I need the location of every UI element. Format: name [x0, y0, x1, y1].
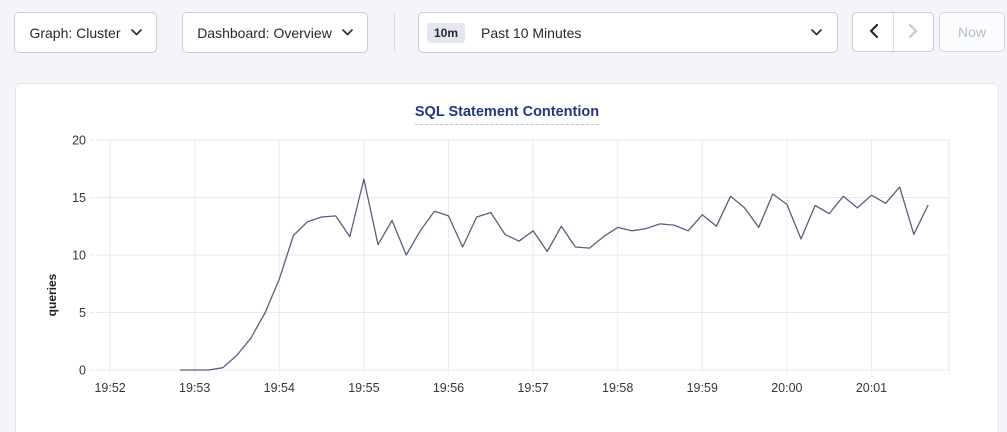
svg-text:19:59: 19:59 [687, 381, 718, 395]
time-range-label: Past 10 Minutes [481, 24, 582, 41]
svg-text:19:54: 19:54 [264, 381, 295, 395]
chevron-down-icon [130, 29, 142, 36]
now-button-label: Now [957, 24, 986, 40]
svg-text:19:52: 19:52 [94, 381, 125, 395]
chevron-left-icon [869, 23, 878, 41]
svg-text:19:56: 19:56 [433, 381, 464, 395]
svg-text:19:57: 19:57 [517, 381, 548, 395]
y-axis-label: queries [45, 273, 59, 317]
chart-title[interactable]: SQL Statement Contention [414, 104, 600, 125]
svg-text:19:55: 19:55 [348, 381, 379, 395]
svg-text:0: 0 [79, 364, 86, 378]
svg-text:20:00: 20:00 [771, 381, 802, 395]
svg-text:15: 15 [72, 191, 86, 205]
toolbar: Graph: Cluster Dashboard: Overview 10m P… [0, 0, 1007, 70]
previous-time-button[interactable] [853, 13, 893, 51]
now-button[interactable]: Now [939, 12, 1005, 52]
svg-text:10: 10 [72, 249, 86, 263]
chevron-down-icon [811, 29, 822, 36]
sql-contention-chart[interactable]: queries 0 5 10 15 20 19:52 19:53 19:54 19:55 19:5… [16, 124, 1000, 432]
svg-text:19:58: 19:58 [602, 381, 633, 395]
svg-text:5: 5 [79, 306, 86, 320]
dashboard-dropdown[interactable]: Dashboard: Overview [182, 12, 368, 53]
time-range-picker[interactable]: 10m Past 10 Minutes [418, 12, 838, 53]
graph-dropdown-label: Graph: Cluster [29, 24, 121, 41]
chart-card: SQL Statement Contention queries 0 5 10 15 2… [15, 83, 999, 432]
graph-dropdown[interactable]: Graph: Cluster [14, 12, 157, 53]
next-time-button[interactable] [893, 13, 933, 51]
time-step-buttons [852, 12, 934, 52]
chart-title-row: SQL Statement Contention [16, 84, 998, 125]
dashboard-dropdown-label: Dashboard: Overview [197, 24, 332, 41]
time-range-badge: 10m [427, 22, 466, 43]
svg-text:20:01: 20:01 [856, 381, 887, 395]
chart-plot-area[interactable]: 0 5 10 15 20 19:52 19:53 19:54 19:55 19:56 19:57 19… [16, 124, 1000, 432]
svg-text:20: 20 [72, 134, 86, 148]
chevron-right-icon [908, 23, 918, 41]
svg-text:19:53: 19:53 [179, 381, 210, 395]
toolbar-divider [394, 13, 395, 52]
chevron-down-icon [342, 29, 353, 36]
